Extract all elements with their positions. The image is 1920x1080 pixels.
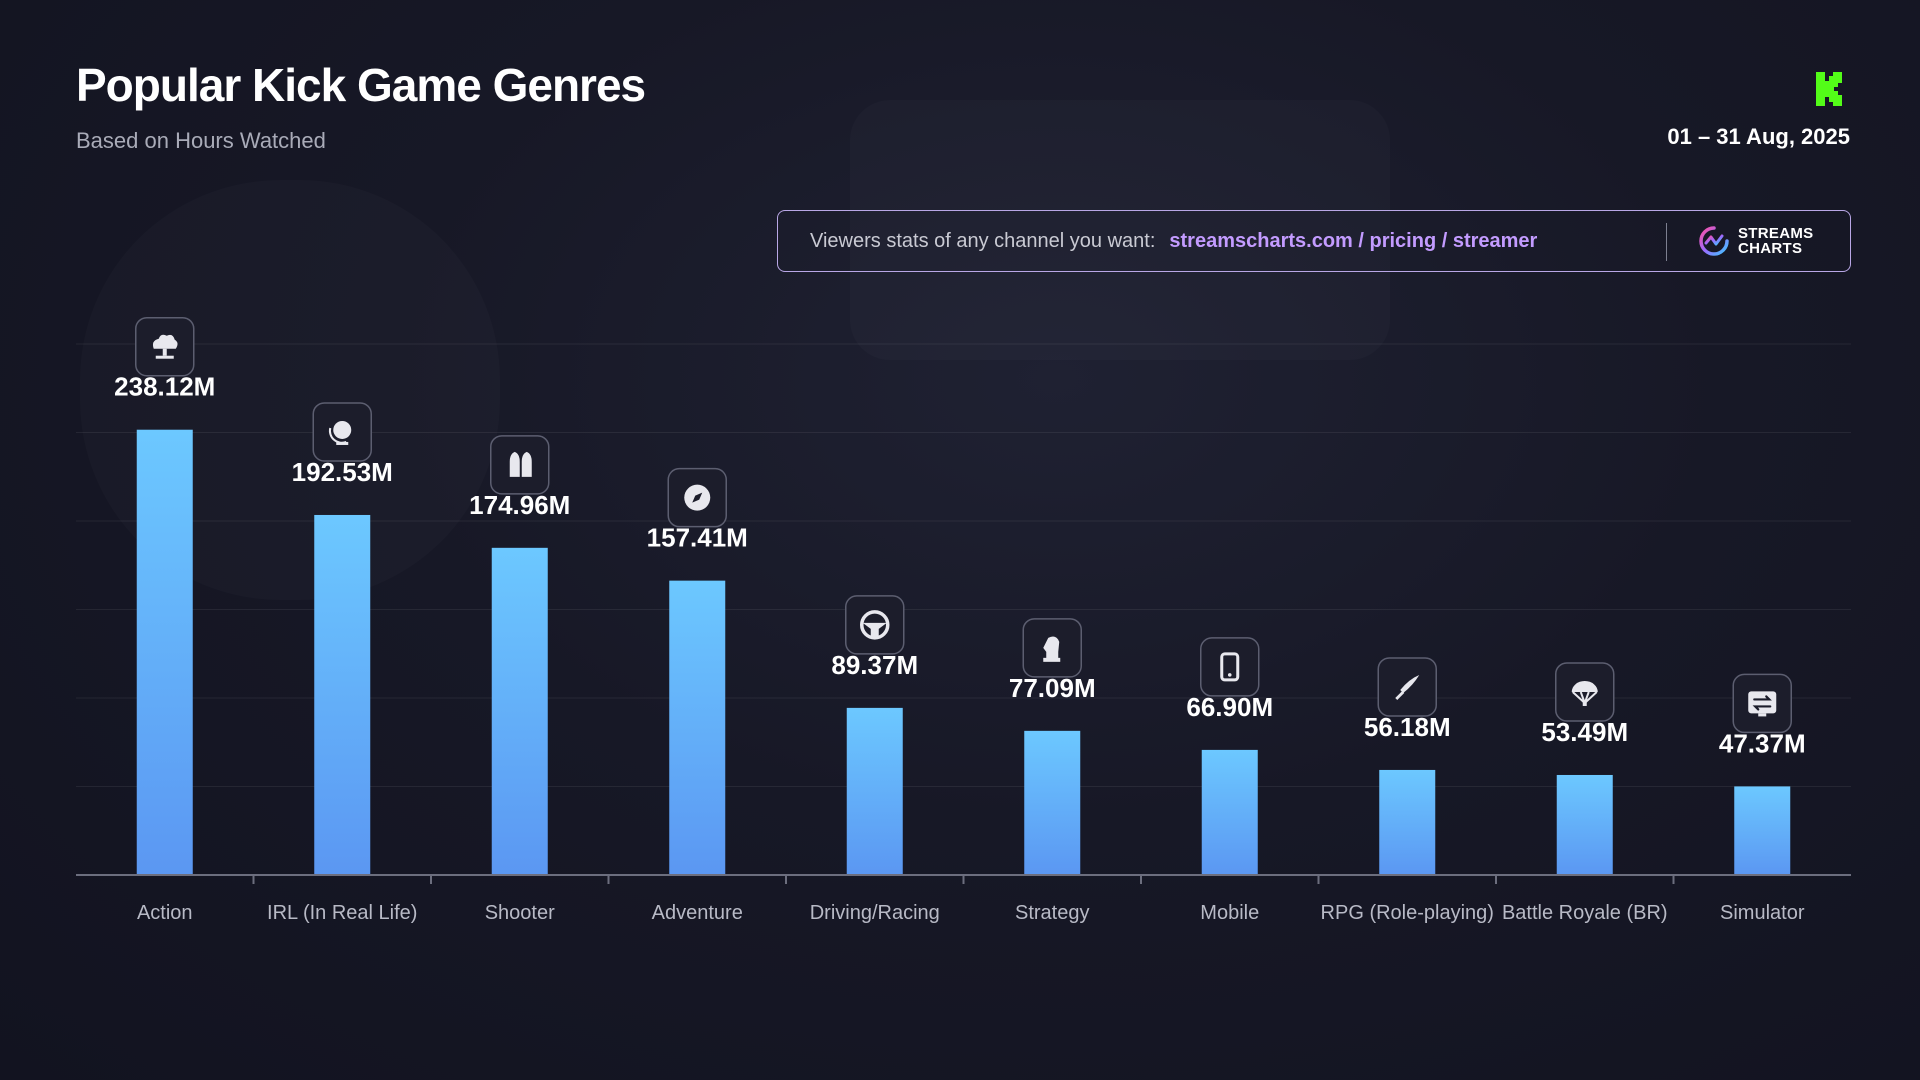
value-label: 66.90M bbox=[1186, 692, 1273, 722]
category-label: Strategy bbox=[1015, 902, 1089, 924]
value-label: 157.41M bbox=[647, 523, 748, 553]
streams-charts-logo-icon bbox=[1699, 226, 1729, 256]
date-range: 01 – 31 Aug, 2025 bbox=[1667, 124, 1850, 149]
page-subtitle: Based on Hours Watched bbox=[76, 128, 326, 153]
globe-icon bbox=[312, 402, 372, 462]
kick-logo-icon bbox=[1816, 72, 1842, 106]
bar-7 bbox=[1201, 749, 1258, 875]
streams-charts-logo[interactable]: STREAMS CHARTS bbox=[1698, 225, 1813, 257]
promo-link[interactable]: streamscharts.com / pricing / streamer bbox=[1169, 229, 1538, 252]
value-label: 53.49M bbox=[1541, 717, 1628, 747]
bar-1 bbox=[136, 429, 193, 875]
category-label: RPG (Role-playing) bbox=[1321, 902, 1494, 924]
value-label: 174.96M bbox=[469, 490, 570, 520]
compass-icon bbox=[667, 467, 727, 528]
transfer-icon bbox=[1732, 673, 1792, 734]
explosion-icon bbox=[135, 316, 195, 377]
value-label: 56.18M bbox=[1364, 712, 1451, 742]
brand-line-2: CHARTS bbox=[1738, 240, 1803, 257]
promo-banner[interactable]: Viewers stats of any channel you want: s… bbox=[777, 210, 1851, 272]
category-label: IRL (In Real Life) bbox=[267, 902, 417, 924]
value-label: 192.53M bbox=[292, 457, 393, 487]
page-title: Popular Kick Game Genres bbox=[76, 59, 646, 111]
parachute-icon bbox=[1555, 662, 1615, 722]
category-label: Adventure bbox=[652, 902, 743, 924]
bar-8 bbox=[1379, 769, 1436, 875]
phone-icon bbox=[1200, 637, 1260, 697]
category-label: Driving/Racing bbox=[810, 902, 940, 924]
sword-icon bbox=[1377, 657, 1437, 717]
bar-3 bbox=[491, 547, 548, 875]
value-label: 47.37M bbox=[1719, 728, 1806, 758]
steering-wheel-icon bbox=[845, 595, 905, 655]
bar-6 bbox=[1024, 730, 1081, 875]
value-label: 89.37M bbox=[831, 650, 918, 680]
category-label: Battle Royale (BR) bbox=[1502, 902, 1668, 924]
category-label: Shooter bbox=[485, 902, 555, 924]
promo-divider bbox=[1666, 223, 1667, 261]
chess-knight-icon bbox=[1022, 618, 1082, 678]
bar-5 bbox=[846, 707, 903, 875]
bar-10 bbox=[1734, 786, 1791, 875]
brand-line-1: STREAMS bbox=[1738, 225, 1814, 242]
bar-4 bbox=[669, 580, 726, 875]
value-label: 77.09M bbox=[1009, 673, 1096, 703]
category-label: Mobile bbox=[1200, 902, 1259, 924]
bullets-icon bbox=[490, 435, 550, 495]
category-label: Simulator bbox=[1720, 902, 1805, 924]
promo-text: Viewers stats of any channel you want: bbox=[810, 229, 1156, 252]
category-label: Action bbox=[137, 902, 193, 924]
value-label: 238.12M bbox=[114, 372, 215, 402]
bar-2 bbox=[314, 514, 371, 875]
bar-9 bbox=[1556, 774, 1613, 875]
